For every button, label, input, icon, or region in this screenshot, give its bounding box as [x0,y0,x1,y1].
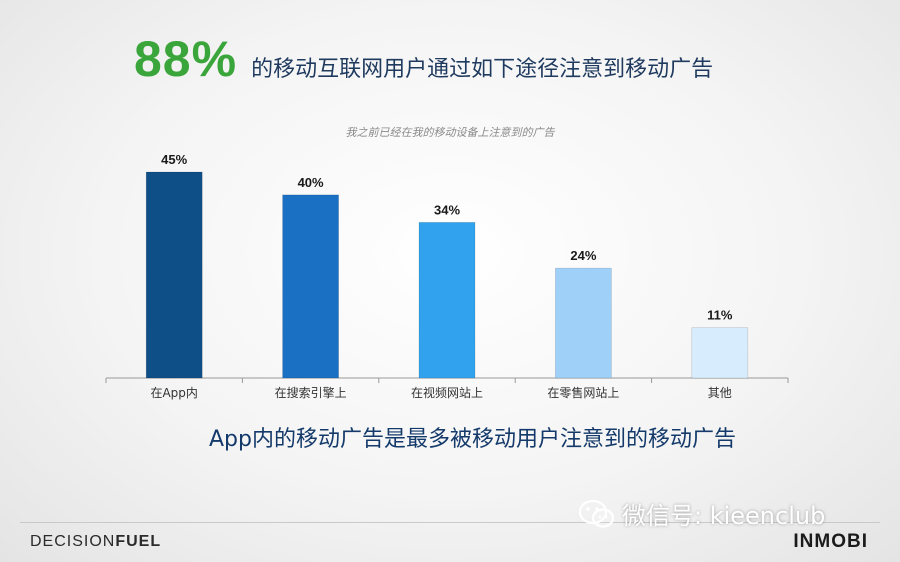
headline-text: 的移动互联网用户通过如下途径注意到移动广告 [251,57,714,82]
category-label: 在零售网站上 [547,385,619,400]
bar-value-label: 40% [298,175,324,190]
headline: 88% 的移动互联网用户通过如下途径注意到移动广告 [134,30,713,90]
watermark-text: 微信号: kieenclub [622,502,826,530]
bar-value-label: 11% [707,308,733,323]
headline-percent: 88% [134,31,238,87]
bar-value-label: 45% [161,152,187,167]
bar-value-label: 24% [570,248,596,263]
category-label: 在视频网站上 [411,385,483,400]
footer-divider [20,522,880,523]
bar-chart: 45% 在App内 40% 在搜索引擎上 34% 在视频网站上 24% 在零售网站上 11% 其他 [105,152,789,400]
bar-5 [691,327,749,379]
logo-left-part-a: DECISION [30,533,116,550]
bar-value-label: 34% [434,202,460,217]
inmobi-logo: INMOBI [793,531,868,552]
watermark: 微信号: kieenclub [578,496,825,531]
bar-1 [145,171,203,379]
wechat-icon [578,499,615,528]
tagline: App内的移动广告是最多被移动用户注意到的移动广告 [209,427,736,452]
chart-title: 我之前已经在我的移动设备上注意到的广告 [345,126,555,139]
bar-4 [555,267,612,379]
category-label: 在App内 [150,386,197,400]
logo-left-part-b: FUEL [115,533,162,550]
decisionfuel-logo: DECISIONFUEL [30,533,161,551]
category-label: 在搜索引擎上 [275,385,347,400]
bar-2 [282,194,339,379]
category-label: 其他 [708,386,732,400]
bar-3 [418,222,476,379]
